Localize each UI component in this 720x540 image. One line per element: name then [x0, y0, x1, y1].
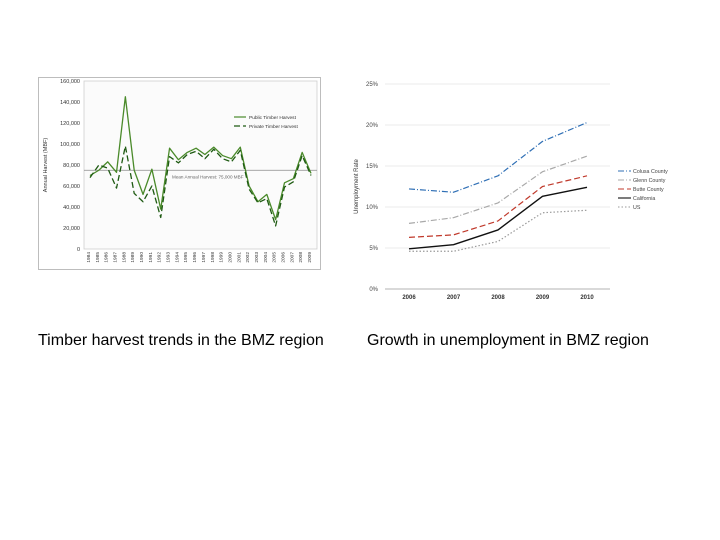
legend-label: Glenn County	[633, 178, 666, 184]
timber-harvest-chart-svg: 0 20,000 40,000 60,000 80,000 100,000 120,000 1…	[38, 77, 321, 270]
y-tick-label: 0	[77, 247, 80, 253]
legend-label: Private Timber Harvest	[249, 124, 298, 130]
y-axis-label: Unemployment Rate	[354, 158, 360, 213]
x-tick-label: 1988	[121, 252, 127, 263]
y-tick-label: 140,000	[60, 100, 80, 106]
legend-label: US	[633, 205, 641, 211]
x-tick-label: 1984	[86, 252, 92, 263]
series-line-butte	[408, 175, 588, 238]
x-tick-label: 2007	[289, 252, 295, 263]
series-line-california	[408, 186, 588, 250]
x-tick-label: 1998	[210, 252, 216, 263]
unemployment-chart: 0% 5% 10% 15% 20% 25% 2006 2007 2008 2009 2010 Unem…	[352, 77, 678, 303]
y-tick-label: 160,000	[60, 79, 80, 85]
y-axis-label: Annual Harvest (MBF)	[43, 138, 49, 193]
x-tick-label: 1997	[201, 252, 207, 263]
timber-harvest-chart: 0 20,000 40,000 60,000 80,000 100,000 120,000 1…	[38, 77, 321, 270]
x-tick-label: 2010	[580, 295, 594, 301]
unemployment-chart-svg: 0% 5% 10% 15% 20% 25% 2006 2007 2008 2009 2010 Unem…	[354, 82, 668, 301]
y-tick-label: 10%	[366, 205, 379, 211]
y-tick-label: 80,000	[63, 163, 80, 169]
y-tick-label: 40,000	[63, 205, 80, 211]
legend-label: Public Timber Harvest	[249, 115, 297, 121]
x-tick-label: 2008	[298, 252, 304, 263]
y-tick-label: 100,000	[60, 142, 80, 148]
y-tick-label: 5%	[369, 246, 378, 252]
x-tick-label: 1995	[183, 252, 189, 263]
x-tick-label: 1991	[148, 252, 154, 263]
series-line-colusa	[408, 121, 588, 193]
x-tick-label: 1989	[130, 252, 136, 263]
x-tick-label: 1994	[174, 252, 180, 263]
y-tick-label: 120,000	[60, 121, 80, 127]
x-tick-label: 2007	[447, 295, 461, 301]
unemployment-caption: Growth in unemployment in BMZ region	[367, 332, 649, 349]
x-tick-label: 1993	[166, 252, 172, 263]
x-tick-label: 1986	[104, 252, 110, 263]
timber-harvest-caption: Timber harvest trends in the BMZ region	[38, 332, 324, 349]
series-line-us	[409, 209, 588, 252]
x-tick-label: 2009	[536, 295, 550, 301]
x-tick-label: 1999	[219, 252, 225, 263]
y-tick-label: 25%	[366, 82, 379, 88]
legend-label: Butte County	[633, 187, 664, 193]
x-tick-label: 2000	[227, 252, 233, 263]
x-tick-label: 2003	[254, 252, 260, 263]
x-tick-label: 1987	[113, 252, 119, 263]
mean-harvest-label: Mean Annual Harvest: 75,000 MBF	[172, 174, 244, 179]
x-tick-label: 1985	[95, 252, 101, 263]
series-line-public	[89, 96, 312, 221]
x-tick-label: 2001	[236, 252, 242, 263]
x-tick-label: 1990	[139, 252, 145, 263]
x-tick-label: 1996	[192, 252, 198, 263]
legend-label: California	[633, 196, 655, 202]
x-tick-label: 2008	[491, 295, 505, 301]
y-tick-label: 0%	[369, 287, 378, 293]
y-tick-label: 15%	[366, 164, 379, 170]
series-line-private	[89, 145, 312, 227]
legend-label: Colusa County	[633, 169, 668, 175]
y-tick-label: 20%	[366, 123, 379, 129]
y-tick-label: 20,000	[63, 226, 80, 232]
y-tick-label: 60,000	[63, 184, 80, 190]
series-line-glenn	[408, 155, 588, 224]
x-tick-label: 2006	[402, 295, 416, 301]
x-tick-label: 2009	[307, 252, 313, 263]
x-tick-label: 1992	[157, 252, 163, 263]
x-tick-label: 2004	[263, 252, 269, 263]
plot-area	[83, 80, 318, 250]
x-tick-label: 2006	[280, 252, 286, 263]
x-tick-label: 2002	[245, 252, 251, 263]
x-tick-label: 2005	[272, 252, 278, 263]
